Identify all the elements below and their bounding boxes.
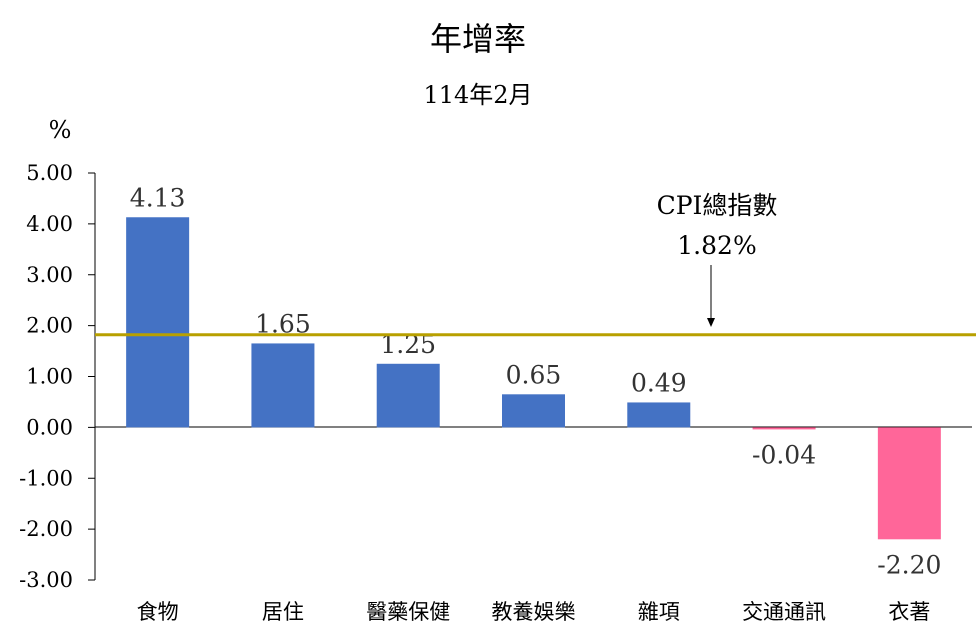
bar-3 [376,363,440,428]
x-category-label-4: 教養娛樂 [492,600,576,624]
y-tick-label: 2.00 [26,314,73,338]
y-tick-label: -2.00 [19,517,73,541]
data-labels: 4.131.651.250.65 0.49-0.04-2.20 [130,183,942,579]
x-category-label-6: 交通通訊 [742,600,826,624]
x-category-label-2: 居住 [262,600,304,624]
data-label-5: 0.49 [631,368,687,397]
y-tick-label: 0.00 [26,415,73,439]
x-category-label-7: 衣著 [888,600,930,624]
bar-1 [126,217,190,428]
reference-value-label: 1.82% [677,231,756,260]
x-category-label-1: 食物 [137,600,179,624]
y-tick-label: 1.00 [26,365,73,389]
reference-label: CPI總指數 [657,191,778,220]
y-tick-label: -1.00 [19,466,73,490]
bar-4 [502,394,565,428]
bar-5 [627,402,691,428]
data-label-6: -0.04 [752,440,816,469]
y-axis-unit: % [49,116,72,144]
chart-title: 年增率 [430,20,526,58]
bar-7 [877,427,941,540]
y-tick-label: 3.00 [26,263,73,287]
data-label-4: 0.65 [506,360,562,389]
y-tick-label: 4.00 [26,212,73,236]
y-axis-ticks: 5.00 4.00 3.00 2.00 1.00 0.00 -1.00 -2.00 -3.00 [19,161,95,592]
y-tick-label: 5.00 [26,161,73,185]
chart-subtitle: 114年2月 [423,81,532,109]
x-category-label-3: 醫藥保健 [366,600,450,624]
data-label-7: -2.20 [877,550,941,579]
bar-2 [251,343,315,428]
data-label-1: 4.13 [130,183,186,212]
category-labels: 食物 居住 醫藥保健 教養娛樂 雜項 交通通訊 衣著 [137,600,931,624]
bar-6 [752,427,816,430]
bar-series [126,217,941,540]
reference-arrow-head [707,318,715,327]
y-tick-label: -3.00 [19,568,73,592]
x-category-label-5: 雜項 [638,600,680,624]
